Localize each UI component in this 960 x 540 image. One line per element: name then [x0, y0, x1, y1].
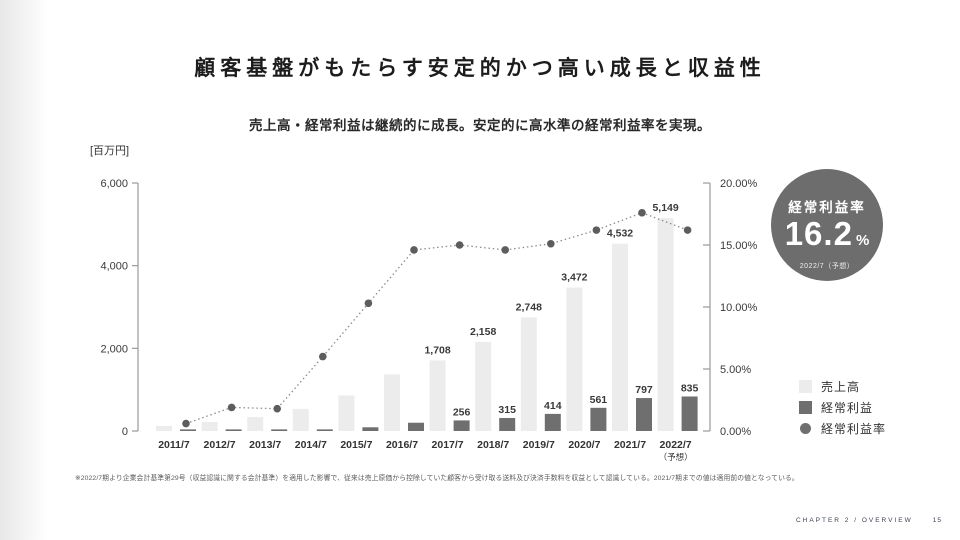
- right-axis-tick-label: 20.00%: [720, 178, 758, 190]
- rate-point: [455, 241, 464, 249]
- profit-value-label: 561: [590, 394, 608, 406]
- rate-point: [364, 299, 373, 308]
- page-title: 顧客基盤がもたらす安定的かつ高い成長と収益性: [194, 57, 766, 80]
- profit-value-label: 797: [635, 384, 653, 396]
- profit-value-label: 256: [453, 406, 471, 418]
- revenue-value-label: 2,748: [516, 301, 542, 313]
- legend-item-revenue: 売上高: [799, 376, 886, 397]
- right-axis-tick-label: 10.00%: [720, 302, 758, 314]
- profit-bar: [180, 429, 196, 431]
- chart-legend: 売上高 経常利益 経常利益率: [799, 376, 886, 439]
- rate-point: [501, 246, 510, 254]
- revenue-bar: [292, 408, 309, 431]
- revenue-swatch-icon: [799, 380, 812, 393]
- x-axis-label: 2021/7: [614, 439, 646, 451]
- profit-rate-badge: 経常利益率 16.2% 2022/7（予想）: [771, 169, 883, 281]
- profit-bar: [681, 396, 698, 431]
- badge-value-unit: %: [855, 232, 870, 249]
- rate-point: [273, 404, 281, 413]
- revenue-bar: [475, 341, 492, 431]
- badge-value-number: 16.2: [784, 215, 853, 252]
- revenue-bar: [566, 287, 583, 431]
- rate-dot-icon: [800, 423, 811, 434]
- profit-bar: [225, 429, 242, 431]
- profit-bar: [408, 422, 424, 431]
- right-axis-tick-label: 5.00%: [720, 364, 751, 376]
- profit-swatch-icon: [799, 401, 812, 414]
- x-axis-label: 2020/7: [568, 439, 600, 451]
- revenue-bar: [201, 421, 218, 431]
- revenue-bar: [520, 317, 537, 431]
- page-footer: CHAPTER 2 / OVERVIEW 15: [796, 517, 942, 524]
- revenue-value-label: 4,532: [607, 228, 633, 240]
- left-axis-tick-label: 2,000: [100, 343, 128, 355]
- left-axis-tick-label: 6,000: [100, 178, 128, 190]
- profit-bar: [499, 417, 516, 431]
- revenue-bar: [612, 243, 628, 431]
- x-axis-label: 2011/7: [158, 439, 190, 451]
- revenue-bar: [247, 416, 264, 431]
- profit-bar: [453, 420, 470, 431]
- left-axis-tick-label: 4,000: [100, 261, 128, 273]
- rate-point: [547, 239, 555, 248]
- combo-chart: 0 2,000 4,000 6,000 0.00% 5.00% 10.00% 15.00% 20…: [100, 178, 758, 462]
- legend-label: 経常利益率: [821, 422, 887, 436]
- profit-bar: [271, 429, 288, 431]
- x-axis-label: 2019/7: [523, 439, 555, 451]
- profit-bar: [544, 413, 561, 431]
- profit-bar: [636, 398, 652, 431]
- footer-page-number: 15: [932, 517, 942, 524]
- rate-line: [185, 212, 688, 425]
- revenue-bar: [338, 395, 355, 431]
- footer-chapter: CHAPTER 2 / OVERVIEW: [795, 517, 913, 524]
- x-axis-label: 2013/7: [249, 439, 281, 451]
- badge-value: 16.2%: [771, 217, 883, 258]
- x-axis-label: 2022/7: [660, 439, 692, 451]
- right-axis-tick-label: 0.00%: [720, 426, 751, 438]
- rate-point: [683, 226, 692, 234]
- right-axis-tick-label: 15.00%: [720, 240, 758, 252]
- revenue-bar: [429, 360, 446, 431]
- page-subtitle: 売上高・経常利益は継続的に成長。安定的に高水準の経常利益率を実現。: [249, 118, 711, 133]
- x-axis-label: 2015/7: [340, 439, 372, 451]
- x-axis-label: 2016/7: [386, 439, 418, 451]
- profit-value-label: 835: [681, 382, 699, 394]
- profit-bar: [316, 429, 333, 431]
- legend-label: 経常利益: [821, 401, 874, 415]
- rate-point: [319, 352, 327, 361]
- profit-bar: [590, 407, 607, 431]
- axis-unit-label: [百万円]: [90, 145, 130, 157]
- x-axis-label: 2017/7: [432, 439, 464, 451]
- profit-value-label: 315: [498, 404, 516, 416]
- revenue-value-label: 2,158: [470, 326, 496, 338]
- rate-point: [227, 403, 236, 412]
- footnote: ※2022/7期より企業会計基準第29号（収益認識に関する会計基準）を適用した影…: [75, 475, 799, 482]
- revenue-value-label: 3,472: [561, 271, 587, 283]
- x-axis-label: 2018/7: [477, 439, 509, 451]
- badge-label: 経常利益率: [788, 200, 866, 215]
- rate-point: [638, 208, 646, 217]
- x-axis-label: 2014/7: [295, 439, 327, 451]
- revenue-bar: [384, 374, 400, 431]
- revenue-bar: [657, 218, 674, 431]
- rate-point: [410, 246, 418, 254]
- legend-item-profit: 経常利益: [799, 397, 886, 418]
- profit-value-label: 414: [544, 400, 562, 412]
- legend-item-rate: 経常利益率: [799, 418, 886, 439]
- profit-bar: [362, 427, 379, 431]
- x-axis-label: 2012/7: [204, 439, 236, 451]
- rate-point: [592, 226, 601, 234]
- x-axis-forecast-note: （予想）: [659, 452, 693, 462]
- left-axis-tick-label: 0: [122, 426, 128, 438]
- badge-caption: 2022/7（予想）: [799, 263, 855, 270]
- legend-label: 売上高: [821, 380, 861, 394]
- revenue-value-label: 5,149: [652, 202, 678, 214]
- revenue-bar: [156, 426, 172, 431]
- rate-point: [182, 419, 190, 428]
- revenue-value-label: 1,708: [424, 344, 450, 356]
